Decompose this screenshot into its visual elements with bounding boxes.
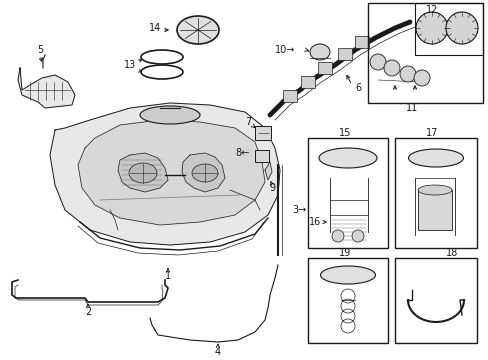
Ellipse shape bbox=[177, 16, 219, 44]
Ellipse shape bbox=[318, 148, 376, 168]
Ellipse shape bbox=[309, 44, 329, 60]
Text: 4: 4 bbox=[215, 347, 221, 357]
Polygon shape bbox=[78, 120, 264, 225]
Bar bbox=[254, 126, 270, 140]
Bar bbox=[394, 138, 476, 248]
Text: 18: 18 bbox=[445, 248, 457, 258]
Bar bbox=[283, 90, 296, 102]
Text: 6: 6 bbox=[354, 83, 360, 93]
Text: 11: 11 bbox=[405, 103, 417, 113]
Text: 15: 15 bbox=[338, 128, 350, 138]
Polygon shape bbox=[50, 103, 280, 245]
Ellipse shape bbox=[192, 164, 218, 182]
Text: 2: 2 bbox=[85, 307, 91, 317]
Text: 16: 16 bbox=[308, 217, 321, 227]
Text: 13: 13 bbox=[123, 60, 136, 70]
Text: 1: 1 bbox=[164, 271, 171, 281]
Bar bbox=[317, 62, 331, 74]
Circle shape bbox=[399, 66, 415, 82]
Text: 14: 14 bbox=[148, 23, 161, 33]
Ellipse shape bbox=[417, 185, 451, 195]
Text: 7: 7 bbox=[244, 117, 251, 127]
Polygon shape bbox=[118, 153, 168, 192]
Circle shape bbox=[331, 230, 343, 242]
Ellipse shape bbox=[140, 106, 200, 124]
Text: 17: 17 bbox=[425, 128, 437, 138]
Text: 8←: 8← bbox=[235, 148, 249, 158]
Text: 5: 5 bbox=[37, 45, 43, 55]
Text: 12: 12 bbox=[425, 5, 437, 15]
Bar bbox=[307, 258, 387, 343]
Bar bbox=[354, 36, 368, 48]
Circle shape bbox=[445, 12, 477, 44]
Bar bbox=[394, 258, 476, 343]
Text: 10→: 10→ bbox=[274, 45, 294, 55]
Bar bbox=[307, 138, 387, 248]
Ellipse shape bbox=[129, 163, 157, 183]
Circle shape bbox=[369, 54, 385, 70]
Bar bbox=[301, 76, 314, 88]
Bar bbox=[337, 48, 351, 60]
Text: 9: 9 bbox=[268, 183, 274, 193]
Bar bbox=[254, 150, 268, 162]
Bar bbox=[417, 190, 451, 230]
Ellipse shape bbox=[320, 266, 375, 284]
Bar bbox=[414, 3, 482, 55]
Polygon shape bbox=[18, 68, 75, 108]
Bar bbox=[367, 3, 482, 103]
Circle shape bbox=[383, 60, 399, 76]
Polygon shape bbox=[182, 153, 224, 192]
Polygon shape bbox=[264, 162, 271, 180]
Circle shape bbox=[415, 12, 447, 44]
Circle shape bbox=[351, 230, 363, 242]
Circle shape bbox=[413, 70, 429, 86]
Text: 3→: 3→ bbox=[291, 205, 305, 215]
Text: 19: 19 bbox=[338, 248, 350, 258]
Ellipse shape bbox=[407, 149, 463, 167]
